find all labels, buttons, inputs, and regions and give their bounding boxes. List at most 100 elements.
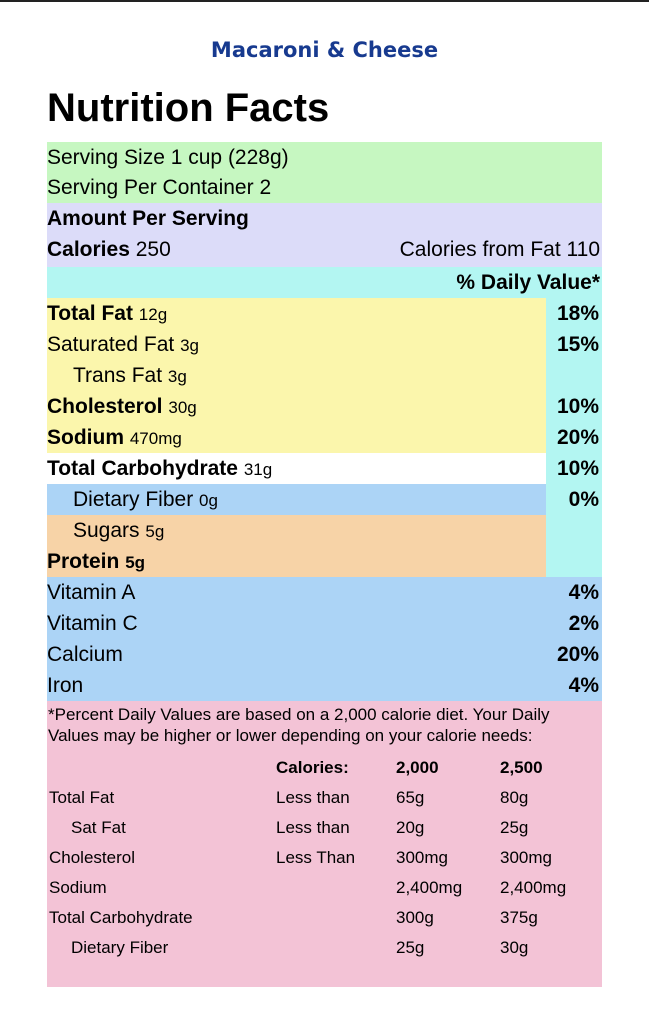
reference-cell: Sat Fat [71,818,126,837]
cholesterol-row: Cholesterol 30g 10% [47,391,602,422]
product-title: Macaroni & Cheese [210,38,439,62]
nutrient-row: Total Fat 12g 18% [47,298,602,329]
reference-table-row: Sat Fat Less than 20g 25g [47,813,602,843]
nutrient-name: Protein [47,550,120,573]
vitamin-dv: 4% [568,674,599,697]
reference-cell: 375g [500,908,538,927]
amount-per-serving-label: Amount Per Serving [47,207,249,230]
reference-cell: Dietary Fiber [71,938,169,957]
nutrient-row: Protein 5g [47,546,602,577]
reference-cell: 300mg [396,848,448,867]
footnote-section: *Percent Daily Values are based on a 2,0… [47,701,602,987]
serving-container-row: Serving Per Container 2 [47,173,602,203]
reference-cell: 2,400mg [396,878,463,897]
sodium-row: Sodium 470mg 20% [47,422,602,453]
daily-value-label: % Daily Value* [456,271,600,294]
vitamin-dv: 4% [568,581,599,604]
nutrient-amount: 3g [167,367,187,386]
nutrient-row: Total Carbohydrate 31g 10% [47,453,602,484]
calories-value: 250 [135,238,171,261]
calcium-row: Calcium 20% [47,639,602,670]
dv-cell: 10% [546,391,602,422]
reference-table-row: Sodium 2,400mg 2,400mg [47,873,602,903]
vitamin-a-row: Vitamin A 4% [47,577,602,608]
nutrient-amount: 5g [145,522,165,541]
nutrient-name: Total Fat [47,302,133,325]
dv-value: 18% [556,302,599,325]
total-carbohydrate-row: Total Carbohydrate 31g 10% [47,453,602,484]
iron-row: Iron 4% [47,670,602,701]
reference-cell: 30g [500,938,529,957]
reference-cell: 20g [396,818,425,837]
reference-cell: Less Than [276,848,356,867]
serving-size-label: Serving Size [47,146,165,169]
reference-table-row: Dietary Fiber 25g 30g [47,933,602,963]
fat-calories-value: 110 [566,238,600,261]
nutrition-label: Serving Size 1 cup (228g) Serving Per Co… [47,142,602,987]
reference-table-header: Calories: 2,000 2,500 [47,753,602,783]
serving-size-value: 1 cup (228g) [170,146,289,169]
calories-row: Calories 250 Calories from Fat 110 [47,234,602,265]
dv-cell: 10% [546,453,602,484]
nutrient-name: Saturated Fat [47,333,175,356]
nutrient-row: Dietary Fiber 0g 0% [47,484,602,515]
dv-cell: 0% [546,484,602,515]
nutrient-amount: 470mg [129,429,182,448]
dv-value: 10% [556,395,599,418]
nutrient-row: Cholesterol 30g 10% [47,391,602,422]
vitamin-dv: 2% [568,612,599,635]
reference-table-row: Cholesterol Less Than 300mg 300mg [47,843,602,873]
vitamin-dv: 20% [556,643,599,666]
nutrient-row: Sodium 470mg 20% [47,422,602,453]
nutrient-name: Sugars [73,519,140,542]
dv-value: 15% [556,333,599,356]
dv-cell: 15% [546,329,602,360]
reference-cell: Cholesterol [49,848,135,867]
reference-cell: 80g [500,788,529,807]
nutrient-amount: 12g [138,305,168,324]
reference-cell: Total Carbohydrate [49,908,193,927]
nutrient-amount: 3g [180,336,200,355]
reference-cell: 65g [396,788,425,807]
saturated-fat-row: Saturated Fat 3g 15% [47,329,602,360]
reference-cell: Sodium [49,878,107,897]
vitamin-name: Calcium [47,643,123,666]
nutrient-name: Sodium [47,426,124,449]
sugars-row: Sugars 5g [47,515,602,546]
nutrient-amount: 31g [243,460,273,479]
reference-header-cell: 2,500 [500,758,543,777]
dv-cell: 20% [546,422,602,453]
nutrient-amount: 5g [125,553,146,572]
reference-cell: 25g [500,818,529,837]
nutrient-name: Cholesterol [47,395,163,418]
nutrient-name: Total Carbohydrate [47,457,238,480]
serving-section: Serving Size 1 cup (228g) Serving Per Co… [47,142,602,203]
reference-table: Calories: 2,000 2,500 Total Fat Less tha… [47,753,602,963]
calories-label: Calories [47,238,130,261]
dv-cell [546,546,602,577]
dv-value: 10% [556,457,599,480]
dv-cell: 18% [546,298,602,329]
nutrient-name: Dietary Fiber [73,488,194,511]
daily-value-row: % Daily Value* [47,267,602,298]
fat-calories-label: Calories from Fat [399,238,561,261]
serving-size-row: Serving Size 1 cup (228g) [47,143,602,173]
nutrient-row: Trans Fat 3g [47,360,602,391]
vitamin-name: Vitamin C [47,612,138,635]
serving-container-label: Serving Per Container [47,176,254,199]
reference-cell: Less than [276,788,350,807]
reference-cell: 2,400mg [500,878,567,897]
reference-cell: Less than [276,818,350,837]
nutrient-row: Saturated Fat 3g 15% [47,329,602,360]
trans-fat-row: Trans Fat 3g [47,360,602,391]
nutrient-name: Trans Fat [73,364,163,387]
dietary-fiber-row: Dietary Fiber 0g 0% [47,484,602,515]
vitamin-c-row: Vitamin C 2% [47,608,602,639]
reference-header-cell: 2,000 [396,758,439,777]
nutrition-facts-heading: Nutrition Facts [47,86,330,130]
top-divider [0,0,649,2]
reference-table-row: Total Carbohydrate 300g 375g [47,903,602,933]
reference-cell: 25g [396,938,425,957]
footnote-text: *Percent Daily Values are based on a 2,0… [48,705,550,745]
nutrient-amount: 0g [199,491,218,510]
